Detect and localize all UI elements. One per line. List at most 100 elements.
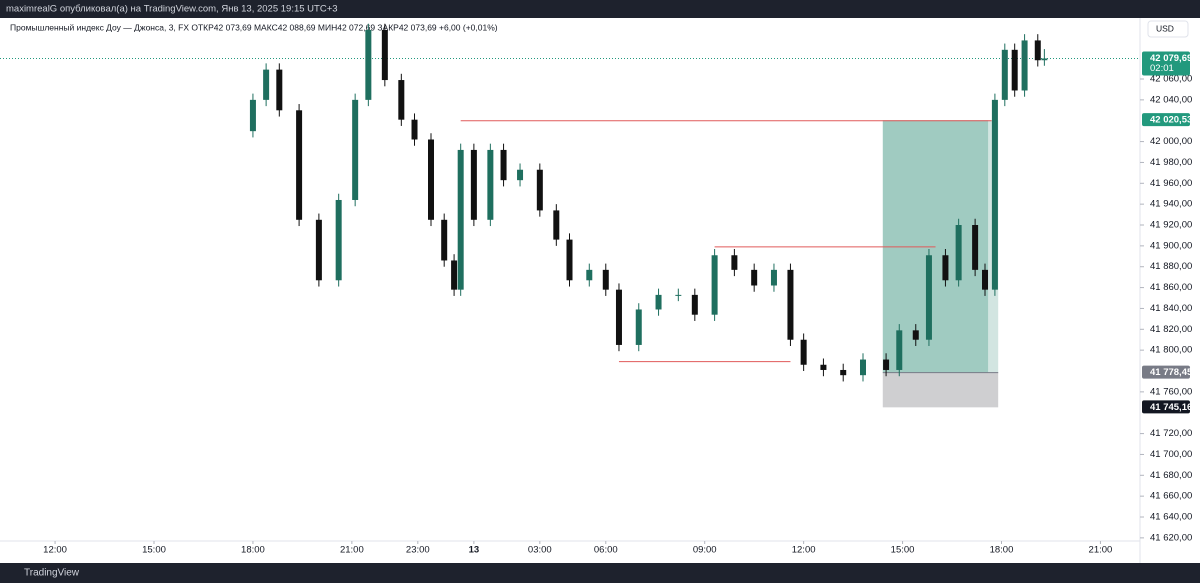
x-tick-label: 18:00 xyxy=(990,545,1014,556)
candle-body xyxy=(955,225,962,281)
candle-body xyxy=(517,169,524,181)
y-tick-label: 41 920,00 xyxy=(1150,220,1192,231)
x-tick-label: 06:00 xyxy=(594,545,618,556)
y-tick-label: 41 800,00 xyxy=(1150,345,1192,356)
candle-body xyxy=(428,139,435,220)
candle-body xyxy=(731,255,738,270)
chart-title: maximrealG опубликовал(а) на TradingView… xyxy=(6,4,338,15)
footer-brand: TradingView xyxy=(24,568,80,579)
candle-body xyxy=(859,359,866,376)
y-tick-label: 41 700,00 xyxy=(1150,449,1192,460)
x-tick-label: 13 xyxy=(469,545,480,556)
candle-body xyxy=(770,269,777,286)
price-label-box xyxy=(1142,51,1190,76)
x-tick-label: 18:00 xyxy=(241,545,265,556)
candle-body xyxy=(276,69,283,111)
y-tick-label: 41 760,00 xyxy=(1150,386,1192,397)
x-tick-label: 03:00 xyxy=(528,545,552,556)
y-tick-label: 42 060,00 xyxy=(1150,74,1192,85)
candle-body xyxy=(840,369,847,376)
candle-body xyxy=(972,225,979,270)
candle-body xyxy=(787,269,794,340)
y-tick-label: 41 820,00 xyxy=(1150,324,1192,335)
x-tick-label: 15:00 xyxy=(142,545,166,556)
currency-button[interactable] xyxy=(1147,20,1189,38)
y-tick-label: 42 000,00 xyxy=(1150,136,1192,147)
position-stop-zone xyxy=(882,372,999,408)
price-label-box xyxy=(1142,365,1190,379)
candle-body xyxy=(615,289,622,345)
price-label: 42 020,53 xyxy=(1150,115,1192,126)
candle-body xyxy=(500,149,507,181)
price-label: 41 745,16 xyxy=(1150,402,1192,413)
candle-body xyxy=(602,269,609,290)
candle-body xyxy=(691,294,698,315)
candle-body xyxy=(335,199,342,281)
x-tick-label: 23:00 xyxy=(406,545,430,556)
candle-body xyxy=(1011,49,1018,91)
y-tick-label: 41 940,00 xyxy=(1150,199,1192,210)
candle-body xyxy=(381,29,388,81)
candle-body xyxy=(675,294,682,296)
y-tick-label: 41 620,00 xyxy=(1150,532,1192,543)
y-tick-label: 41 840,00 xyxy=(1150,303,1192,314)
y-tick-label: 41 860,00 xyxy=(1150,282,1192,293)
x-tick-label: 21:00 xyxy=(340,545,364,556)
y-tick-label: 41 900,00 xyxy=(1150,240,1192,251)
candle-body xyxy=(441,219,448,261)
candle-body xyxy=(315,219,322,281)
candle-body xyxy=(451,260,458,290)
plot xyxy=(0,23,1140,408)
y-tick-label: 41 660,00 xyxy=(1150,491,1192,502)
legend: Промышленный индекс Доу — Джонса, 3, FX … xyxy=(10,22,498,32)
candle-body xyxy=(635,309,642,345)
candle-body xyxy=(586,269,593,281)
candle-body xyxy=(1034,40,1041,61)
candle-body xyxy=(352,99,359,200)
top-bar xyxy=(0,0,1200,18)
y-tick-label: 41 880,00 xyxy=(1150,261,1192,272)
candle-body xyxy=(982,269,989,290)
x-tick-label: 21:00 xyxy=(1089,545,1113,556)
candle-body xyxy=(365,29,372,100)
candle-body xyxy=(820,364,827,370)
candle-body xyxy=(249,99,256,132)
bottom-bar xyxy=(0,563,1200,583)
y-tick-label: 41 960,00 xyxy=(1150,178,1192,189)
price-label-box xyxy=(1142,113,1190,127)
candle-body xyxy=(566,239,573,281)
price-label-box xyxy=(1142,400,1190,414)
candle-body xyxy=(896,330,903,370)
candle-body xyxy=(1001,49,1008,100)
candle-body xyxy=(751,269,758,286)
candle-body xyxy=(487,149,494,220)
candle-body xyxy=(711,255,718,315)
y-tick-label: 41 680,00 xyxy=(1150,470,1192,481)
candle-body xyxy=(1021,40,1028,91)
y-tick-label: 41 640,00 xyxy=(1150,512,1192,523)
candle-body xyxy=(296,110,303,220)
candle-body xyxy=(1041,58,1048,61)
currency: USD xyxy=(1156,23,1174,33)
x-tick-label: 12:00 xyxy=(43,545,67,556)
candle-body xyxy=(912,330,919,340)
y-tick-label: 42 040,00 xyxy=(1150,94,1192,105)
candle-body xyxy=(942,255,949,281)
candle-body xyxy=(991,99,998,290)
candle-body xyxy=(553,210,560,240)
y-tick-label: 41 980,00 xyxy=(1150,157,1192,168)
candle-body xyxy=(883,359,890,370)
candle-body xyxy=(925,255,932,340)
price-label: 42 079,69 xyxy=(1150,53,1192,64)
candle-body xyxy=(263,69,270,100)
candle-body xyxy=(470,149,477,220)
candle-body xyxy=(411,119,418,140)
candle-body xyxy=(655,294,662,310)
candle-body xyxy=(398,80,405,120)
x-tick-label: 09:00 xyxy=(693,545,717,556)
candle-body xyxy=(536,169,543,211)
candle-body xyxy=(800,339,807,365)
price-countdown: 02:01 xyxy=(1150,63,1174,74)
